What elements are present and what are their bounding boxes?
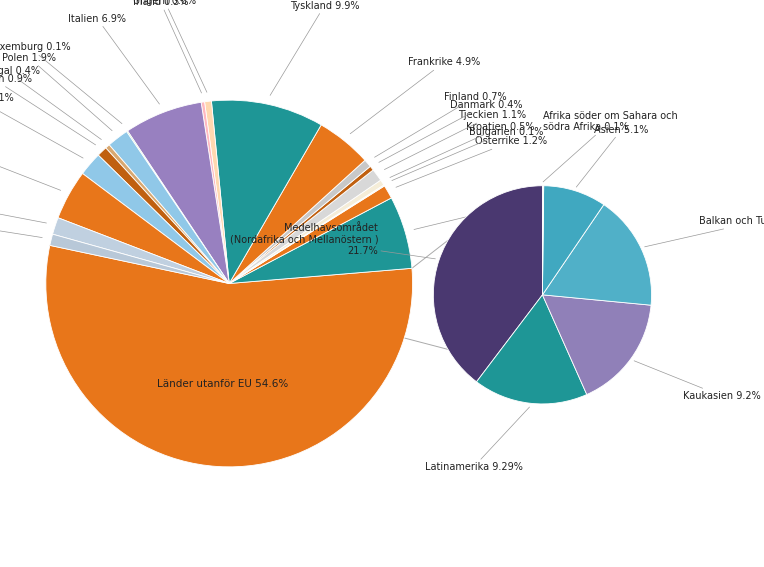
- Text: Kaukasien 9.2%: Kaukasien 9.2%: [634, 361, 761, 401]
- Text: Luxemburg 0.1%: Luxemburg 0.1%: [0, 43, 122, 124]
- Text: Ungern 0.6%: Ungern 0.6%: [133, 0, 207, 92]
- Text: Danmark 0.4%: Danmark 0.4%: [379, 100, 523, 162]
- Wedge shape: [542, 186, 604, 295]
- Wedge shape: [83, 155, 229, 284]
- Wedge shape: [229, 125, 365, 284]
- Text: Finland 0.7%: Finland 0.7%: [374, 92, 507, 157]
- Text: Förenade kungariket 1.5%: Förenade kungariket 1.5%: [0, 189, 47, 223]
- Wedge shape: [201, 102, 229, 284]
- Text: Rumänien 0.9%: Rumänien 0.9%: [0, 74, 96, 145]
- Wedge shape: [58, 174, 229, 284]
- Wedge shape: [542, 295, 651, 395]
- Wedge shape: [109, 132, 229, 284]
- Text: Tjeckien 1.1%: Tjeckien 1.1%: [384, 111, 526, 170]
- Wedge shape: [542, 205, 652, 305]
- Wedge shape: [229, 166, 373, 284]
- Text: Kroatien 0.5%: Kroatien 0.5%: [390, 122, 535, 177]
- Text: Spanien 4.4%: Spanien 4.4%: [0, 141, 60, 191]
- Text: Belgien
6.4%: Belgien 6.4%: [414, 193, 539, 230]
- Text: Polen 1.9%: Polen 1.9%: [2, 53, 112, 130]
- Text: Balkan och Turkiet 9.3%: Balkan och Turkiet 9.3%: [645, 216, 764, 247]
- Wedge shape: [99, 148, 229, 284]
- Text: Medelhavsområdet
(Nordafrika och Mellanöstern )
21.7%: Medelhavsområdet (Nordafrika och Mellanö…: [229, 223, 435, 259]
- Wedge shape: [229, 186, 391, 284]
- Wedge shape: [229, 160, 371, 284]
- Text: Irland 0.3%: Irland 0.3%: [133, 0, 202, 93]
- Wedge shape: [229, 170, 380, 284]
- Text: Österrike 1.2%: Österrike 1.2%: [396, 137, 548, 187]
- Text: Italien 6.9%: Italien 6.9%: [68, 14, 160, 104]
- Text: Bulgarien 0.1%: Bulgarien 0.1%: [392, 126, 544, 180]
- Wedge shape: [433, 186, 542, 382]
- Wedge shape: [212, 100, 321, 284]
- Text: Asien 5.1%: Asien 5.1%: [576, 125, 649, 187]
- Wedge shape: [105, 145, 229, 284]
- Wedge shape: [205, 101, 229, 284]
- Text: Slovakien 2.1%: Slovakien 2.1%: [0, 94, 83, 158]
- Wedge shape: [229, 198, 412, 284]
- Wedge shape: [229, 185, 384, 284]
- Text: Portugal 0.4%: Portugal 0.4%: [0, 66, 102, 139]
- Wedge shape: [53, 218, 229, 284]
- Text: Afrika söder om Sahara och
södra Afrika 0.1%: Afrika söder om Sahara och södra Afrika …: [543, 111, 678, 182]
- Wedge shape: [542, 186, 544, 295]
- Wedge shape: [229, 180, 384, 284]
- Wedge shape: [127, 131, 229, 284]
- Text: Latinamerika 9.29%: Latinamerika 9.29%: [425, 407, 529, 472]
- Text: Frankrike 4.9%: Frankrike 4.9%: [350, 57, 480, 134]
- Text: Länder utanför EU 54.6%: Länder utanför EU 54.6%: [157, 379, 289, 389]
- Text: Nederländerna 1.0%: Nederländerna 1.0%: [0, 211, 42, 238]
- Wedge shape: [477, 295, 587, 404]
- Wedge shape: [46, 246, 413, 467]
- Wedge shape: [128, 102, 229, 284]
- Wedge shape: [50, 234, 229, 284]
- Text: Tyskland 9.9%: Tyskland 9.9%: [270, 1, 359, 95]
